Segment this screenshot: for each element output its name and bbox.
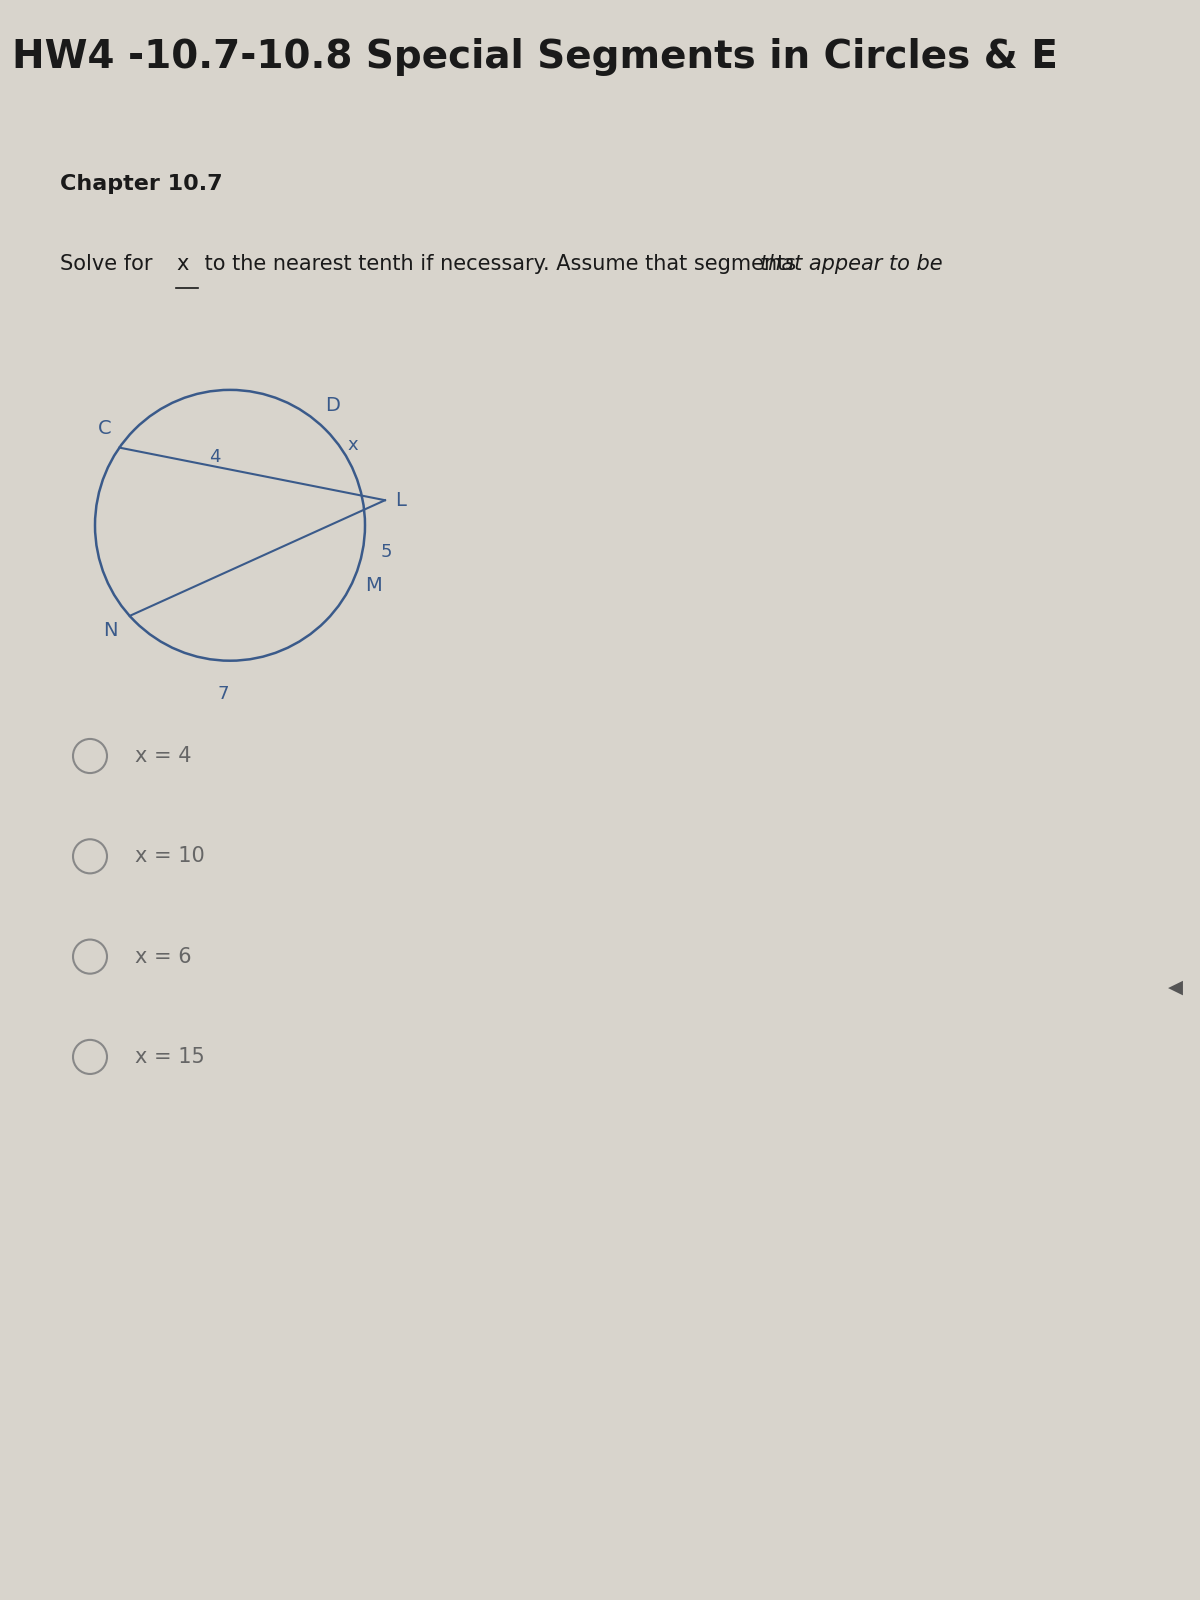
Text: N: N <box>103 621 118 640</box>
Text: 5: 5 <box>380 542 392 562</box>
Text: 7: 7 <box>217 685 229 702</box>
Text: M: M <box>365 576 382 595</box>
Text: x = 10: x = 10 <box>134 846 205 866</box>
Text: x = 6: x = 6 <box>134 947 192 966</box>
Text: x: x <box>347 437 358 454</box>
Text: Chapter 10.7: Chapter 10.7 <box>60 174 223 194</box>
Text: x = 4: x = 4 <box>134 746 192 766</box>
Text: 4: 4 <box>209 448 221 466</box>
Text: x = 15: x = 15 <box>134 1046 205 1067</box>
Text: Solve for: Solve for <box>60 254 160 275</box>
Text: L: L <box>395 491 406 510</box>
Text: to the nearest tenth if necessary. Assume that segments: to the nearest tenth if necessary. Assum… <box>198 254 803 275</box>
Text: that appear to be: that appear to be <box>760 254 943 275</box>
Text: HW4 -10.7-10.8 Special Segments in Circles & E: HW4 -10.7-10.8 Special Segments in Circl… <box>12 38 1058 77</box>
Text: D: D <box>325 395 341 414</box>
Text: x: x <box>176 254 188 275</box>
Text: ◀: ◀ <box>1168 978 1182 997</box>
Text: C: C <box>97 419 112 437</box>
